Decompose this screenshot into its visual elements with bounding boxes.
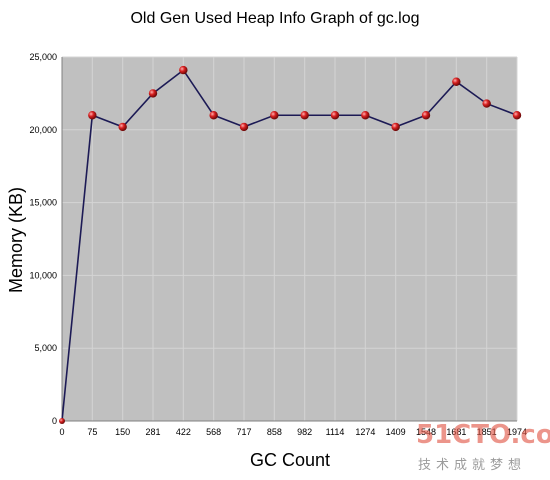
x-tick-labels: 0 75 150 281 422 568 717 858 982 1114 1274 1409 1548…: [59, 427, 527, 437]
x-tick-label: 1851: [477, 427, 497, 437]
y-tick-label: 10,000: [29, 270, 57, 280]
data-point: [209, 111, 218, 120]
x-tick-label: 1681: [446, 427, 466, 437]
series-line: [61, 68, 518, 422]
data-point: [88, 111, 97, 120]
data-point: [239, 122, 249, 132]
x-tick-label: 1974: [507, 427, 527, 437]
data-point: [330, 111, 340, 120]
y-tick-label: 20,000: [29, 125, 57, 135]
x-tick-label: 568: [206, 427, 221, 437]
x-tick-label: 281: [145, 427, 160, 437]
data-point: [482, 99, 491, 108]
x-tick-label: 150: [115, 427, 130, 437]
y-tick-label: 5,000: [34, 343, 57, 353]
y-tick-label: 25,000: [29, 52, 57, 62]
data-point: [421, 111, 431, 120]
watermark-logo-text: 51CTO.com: [416, 420, 550, 450]
data-point: [118, 122, 127, 132]
y-axis-label: Memory (KB): [6, 187, 26, 293]
data-point: [512, 111, 522, 120]
data-point: [361, 111, 370, 120]
data-point: [391, 122, 400, 132]
x-tick-label: 1274: [355, 427, 375, 437]
y-tick-label: 15,000: [29, 198, 57, 208]
watermark: 51CTO.com 技术成就梦想: [416, 420, 550, 473]
y-tick-label: 0: [52, 416, 57, 426]
data-point: [59, 418, 65, 424]
axes: [61, 57, 517, 422]
data-point: [270, 111, 279, 120]
x-tick-label: 1409: [386, 427, 406, 437]
x-tick-label: 858: [267, 427, 282, 437]
plot-area: [62, 57, 517, 421]
data-point: [179, 65, 188, 75]
data-point: [452, 77, 461, 86]
x-tick-label: 717: [236, 427, 251, 437]
y-tick-labels: 0 5,000 10,000 15,000 20,000 25,000: [29, 52, 57, 426]
data-point: [300, 111, 309, 120]
x-tick-label: 1548: [416, 427, 436, 437]
watermark-slogan: 技术成就梦想: [418, 457, 526, 473]
x-tick-label: 982: [297, 427, 312, 437]
data-point: [148, 89, 158, 98]
x-tick-label: 422: [176, 427, 191, 437]
chart-title: Old Gen Used Heap Info Graph of gc.log: [130, 10, 419, 27]
x-tick-label: 0: [59, 427, 64, 437]
x-tick-label: 1114: [326, 427, 345, 437]
x-axis-label: GC Count: [250, 450, 330, 470]
series-markers: [59, 65, 522, 424]
x-tick-label: 75: [87, 427, 97, 437]
